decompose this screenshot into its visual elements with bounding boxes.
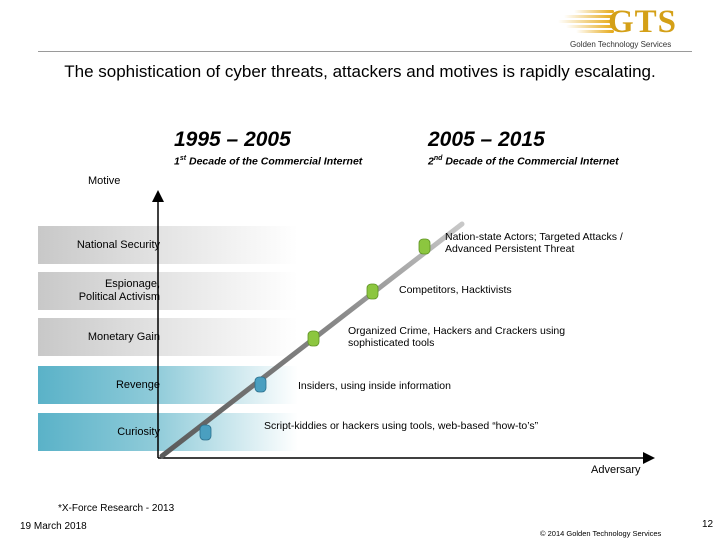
motive-label: Espionage, Political Activism (78, 278, 160, 303)
x-axis-label: Adversary (591, 464, 641, 476)
marker-insiders (254, 376, 267, 393)
marker-competitors (366, 283, 379, 300)
adversary-label-script-kiddies: Script-kiddies or hackers using tools, w… (264, 420, 539, 432)
motive-band-espionage: Espionage, Political Activism (38, 272, 298, 310)
marker-organized-crime (307, 330, 320, 347)
gts-logo: GTS Golden Technology Services (548, 4, 698, 52)
motive-label: Monetary Gain (87, 330, 160, 343)
slide-date: 19 March 2018 (20, 521, 87, 532)
source-note: *X-Force Research - 2013 (58, 503, 175, 514)
decade-1-range: 1995 – 2005 (174, 128, 291, 151)
adversary-label-nation-state: Nation-state Actors; Targeted Attacks / … (445, 231, 623, 255)
decade-1: 1995 – 2005 1st Decade of the Commercial… (174, 128, 362, 168)
decade-2: 2005 – 2015 2nd Decade of the Commercial… (428, 128, 619, 168)
logo-stripes-graphic (554, 10, 614, 36)
header-divider (38, 51, 692, 52)
motive-label: Revenge (115, 378, 160, 391)
decade-2-subtitle: 2nd Decade of the Commercial Internet (428, 155, 619, 168)
motive-band-national-security: National Security (38, 226, 298, 264)
y-axis-label: Motive (88, 175, 121, 187)
slide-headline: The sophistication of cyber threats, att… (64, 62, 656, 81)
marker-nation-state (418, 238, 431, 255)
decade-2-range: 2005 – 2015 (428, 128, 545, 151)
adversary-label-competitors: Competitors, Hacktivists (399, 284, 512, 296)
motive-label: Curiosity (117, 425, 160, 438)
logo-subtitle: Golden Technology Services (570, 40, 672, 49)
copyright-note: © 2014 Golden Technology Services (540, 529, 662, 538)
marker-script-kiddies (199, 424, 212, 441)
decade-1-subtitle: 1st Decade of the Commercial Internet (174, 155, 363, 168)
motive-band-monetary-gain: Monetary Gain (38, 318, 298, 356)
adversary-label-organized-crime: Organized Crime, Hackers and Crackers us… (348, 325, 566, 349)
motive-band-curiosity: Curiosity (38, 413, 298, 451)
motive-label: National Security (76, 238, 160, 251)
adversary-markers (199, 238, 431, 441)
page-number: 12 (702, 519, 714, 530)
adversary-label-insiders: Insiders, using inside information (298, 380, 451, 392)
logo-brand: GTS (608, 4, 678, 40)
